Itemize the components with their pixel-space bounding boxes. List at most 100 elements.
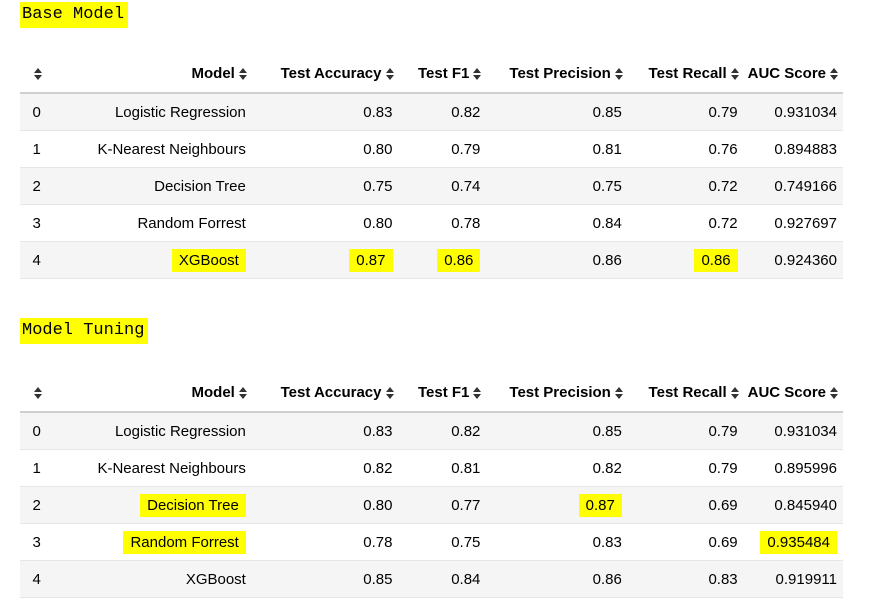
recall-cell: 0.79 xyxy=(627,412,744,450)
highlighted-recall: 0.86 xyxy=(694,248,738,272)
table-row: 1 K-Nearest Neighbours 0.82 0.81 0.82 0.… xyxy=(20,449,843,487)
model-cell: K-Nearest Neighbours xyxy=(53,130,252,168)
model-cell: Logistic Regression xyxy=(53,412,252,450)
accuracy-cell: 0.78 xyxy=(251,523,399,561)
model-cell: Random Forrest xyxy=(53,204,252,242)
precision-cell: 0.85 xyxy=(486,93,628,131)
f1-cell: 0.74 xyxy=(398,167,487,205)
accuracy-cell: 0.87 xyxy=(251,241,399,279)
test-accuracy-column-header[interactable]: Test Accuracy xyxy=(251,374,399,413)
sort-arrows-icon[interactable] xyxy=(614,68,624,81)
table-row: 0 Logistic Regression 0.83 0.82 0.85 0.7… xyxy=(20,412,843,450)
table-row: 2 Decision Tree 0.80 0.77 0.87 0.69 0.84… xyxy=(20,486,843,524)
precision-cell: 0.86 xyxy=(486,241,628,279)
precision-cell: 0.83 xyxy=(486,523,628,561)
f1-cell: 0.82 xyxy=(398,412,487,450)
base-model-title: Base Model xyxy=(20,2,129,28)
f1-cell: 0.78 xyxy=(398,204,487,242)
highlighted-precision: 0.87 xyxy=(578,493,622,517)
table-row: 0 Logistic Regression 0.83 0.82 0.85 0.7… xyxy=(20,93,843,131)
sort-arrows-icon[interactable] xyxy=(34,68,43,81)
f1-cell: 0.84 xyxy=(398,560,487,598)
auc-cell: 0.895996 xyxy=(743,449,843,487)
recall-cell: 0.69 xyxy=(627,523,744,561)
sort-arrows-icon[interactable] xyxy=(473,68,482,81)
row-index: 2 xyxy=(20,167,54,205)
row-index: 4 xyxy=(20,560,54,598)
table-row: 4 XGBoost 0.85 0.84 0.86 0.83 0.919911 xyxy=(20,560,843,598)
f1-cell: 0.79 xyxy=(398,130,487,168)
f1-cell: 0.81 xyxy=(398,449,487,487)
accuracy-cell: 0.80 xyxy=(251,486,399,524)
row-index: 3 xyxy=(20,204,54,242)
sort-arrows-icon[interactable] xyxy=(385,387,395,400)
highlighted-model: Random Forrest xyxy=(123,530,246,554)
sort-arrows-icon[interactable] xyxy=(238,387,248,400)
sort-arrows-icon[interactable] xyxy=(730,68,740,81)
auc-cell: 0.931034 xyxy=(743,93,843,131)
precision-cell: 0.85 xyxy=(486,412,628,450)
precision-cell: 0.82 xyxy=(486,449,628,487)
sort-arrows-icon[interactable] xyxy=(614,387,624,400)
sort-arrows-icon[interactable] xyxy=(473,387,482,400)
recall-cell: 0.72 xyxy=(627,204,744,242)
model-cell: XGBoost xyxy=(53,241,252,279)
sort-arrows-icon[interactable] xyxy=(830,68,839,81)
f1-cell: 0.82 xyxy=(398,93,487,131)
model-cell: Random Forrest xyxy=(53,523,252,561)
recall-cell: 0.79 xyxy=(627,449,744,487)
index-column-header[interactable] xyxy=(20,55,54,94)
highlighted-f1: 0.86 xyxy=(437,248,481,272)
auc-cell: 0.927697 xyxy=(743,204,843,242)
accuracy-cell: 0.83 xyxy=(251,412,399,450)
sort-arrows-icon[interactable] xyxy=(830,387,839,400)
auc-score-column-header[interactable]: AUC Score xyxy=(743,374,843,413)
highlighted-auc: 0.935484 xyxy=(760,530,837,554)
index-column-header[interactable] xyxy=(20,374,54,413)
model-cell: Decision Tree xyxy=(53,167,252,205)
test-recall-column-header[interactable]: Test Recall xyxy=(627,55,744,94)
model-tuning-table: Model Test Accuracy Test F1 Test Precisi… xyxy=(20,374,843,598)
sort-arrows-icon[interactable] xyxy=(385,68,395,81)
accuracy-cell: 0.82 xyxy=(251,449,399,487)
sort-arrows-icon[interactable] xyxy=(730,387,740,400)
test-accuracy-column-header[interactable]: Test Accuracy xyxy=(251,55,399,94)
model-cell: K-Nearest Neighbours xyxy=(53,449,252,487)
auc-cell: 0.935484 xyxy=(743,523,843,561)
highlighted-accuracy: 0.87 xyxy=(349,248,393,272)
test-precision-column-header[interactable]: Test Precision xyxy=(486,55,628,94)
row-index: 4 xyxy=(20,241,54,279)
auc-cell: 0.919911 xyxy=(743,560,843,598)
recall-cell: 0.76 xyxy=(627,130,744,168)
test-recall-column-header[interactable]: Test Recall xyxy=(627,374,744,413)
recall-cell: 0.83 xyxy=(627,560,744,598)
table-row: 4 XGBoost 0.87 0.86 0.86 0.86 0.924360 xyxy=(20,241,843,279)
model-tuning-title: Model Tuning xyxy=(20,318,149,344)
test-precision-column-header[interactable]: Test Precision xyxy=(486,374,628,413)
model-cell: Decision Tree xyxy=(53,486,252,524)
model-cell: XGBoost xyxy=(53,560,252,598)
model-column-header[interactable]: Model xyxy=(53,55,252,94)
header-row: Model Test Accuracy Test F1 Test Precisi… xyxy=(20,374,843,413)
model-column-header[interactable]: Model xyxy=(53,374,252,413)
precision-cell: 0.86 xyxy=(486,560,628,598)
sort-arrows-icon[interactable] xyxy=(238,68,248,81)
test-f1-column-header[interactable]: Test F1 xyxy=(398,374,487,413)
row-index: 0 xyxy=(20,93,54,131)
row-index: 3 xyxy=(20,523,54,561)
recall-cell: 0.79 xyxy=(627,93,744,131)
model-cell: Logistic Regression xyxy=(53,93,252,131)
f1-cell: 0.75 xyxy=(398,523,487,561)
test-f1-column-header[interactable]: Test F1 xyxy=(398,55,487,94)
highlighted-model: XGBoost xyxy=(171,248,246,272)
sort-arrows-icon[interactable] xyxy=(34,387,43,400)
precision-cell: 0.87 xyxy=(486,486,628,524)
auc-cell: 0.845940 xyxy=(743,486,843,524)
highlighted-model: Decision Tree xyxy=(140,493,246,517)
row-index: 1 xyxy=(20,130,54,168)
auc-score-column-header[interactable]: AUC Score xyxy=(743,55,843,94)
header-row: Model Test Accuracy Test F1 Test Precisi… xyxy=(20,55,843,94)
auc-cell: 0.931034 xyxy=(743,412,843,450)
base-model-table: Model Test Accuracy Test F1 Test Precisi… xyxy=(20,55,843,279)
precision-cell: 0.81 xyxy=(486,130,628,168)
